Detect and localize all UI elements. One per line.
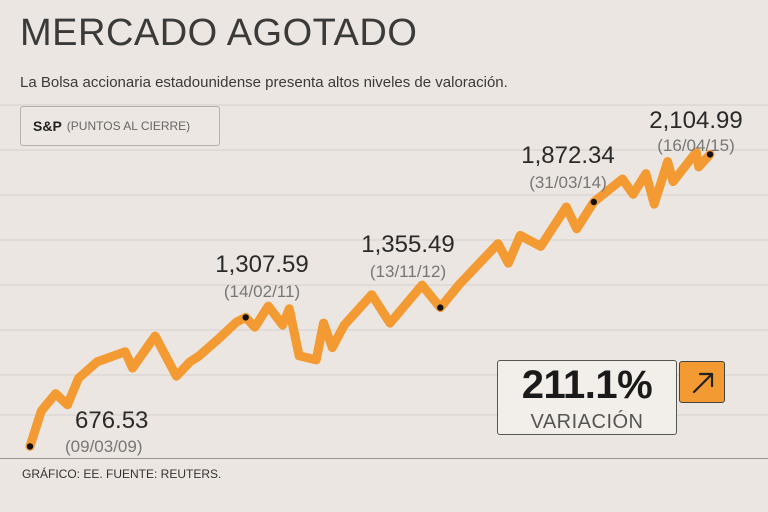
data-marker [706, 151, 714, 158]
variation-value: 211.1% [521, 363, 653, 407]
variation-box: 211.1% VARIACIÓN [497, 360, 677, 435]
data-label-date: (09/03/09) [65, 437, 143, 456]
data-label-value: 2,104.99 [649, 107, 742, 134]
series-line [25, 147, 715, 451]
data-label-date: (13/11/12) [370, 262, 446, 281]
index-label-box: S&P (PUNTOS AL CIERRE) [20, 106, 220, 146]
variation-label: VARIACIÓN [530, 411, 644, 433]
series-layer [25, 147, 715, 451]
markers-layer [26, 151, 714, 450]
data-marker [242, 314, 249, 321]
data-label-date: (16/04/15) [657, 136, 735, 155]
source-note: GRÁFICO: EE. FUENTE: REUTERS. [22, 467, 222, 481]
data-label-value: 676.53 [75, 407, 148, 434]
data-label-date: (31/03/14) [529, 173, 607, 192]
page-title: MERCADO AGOTADO [20, 12, 418, 54]
arrow-up-right-icon [679, 361, 725, 403]
data-marker [437, 304, 444, 311]
data-label-value: 1,307.59 [215, 251, 308, 278]
index-unit: (PUNTOS AL CIERRE) [66, 119, 191, 133]
data-label-date: (14/02/11) [224, 282, 300, 301]
annotation-labels-layer: 676.53 (09/03/09) 1,307.59 (14/02/11) 1,355.… [65, 107, 743, 456]
footer-divider [0, 458, 768, 459]
data-label-value: 1,355.49 [361, 231, 454, 258]
data-marker [590, 198, 597, 206]
page-subtitle: La Bolsa accionaria estadounidense prese… [20, 74, 508, 91]
data-marker [26, 443, 34, 450]
index-name: S&P [33, 118, 62, 134]
data-label-value: 1,872.34 [521, 142, 614, 169]
